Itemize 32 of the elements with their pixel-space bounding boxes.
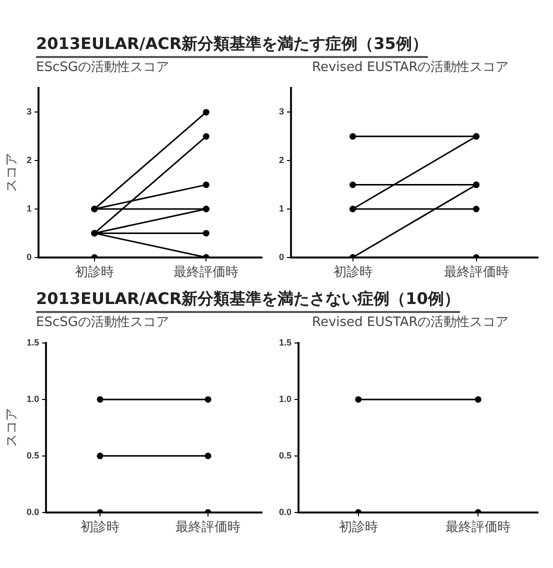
y-tick-label: 0.0 (26, 506, 40, 517)
y-tick-label: 3 (26, 106, 32, 117)
chart-title: 2013EULAR/ACR新分類基準を満たさない症例（10例） (36, 289, 460, 313)
chart-subtitle: Revised EUSTARの活動性スコア (311, 314, 510, 332)
y-tick-label: 2 (278, 155, 284, 166)
y-tick-label: 1.0 (26, 394, 40, 404)
chart-subtitle: EScSGの活動性スコア (35, 59, 170, 77)
x-tick-label: 最終評価時 (444, 264, 509, 279)
y-tick-label: 1.5 (278, 337, 292, 348)
y-tick-label: 1 (278, 203, 284, 214)
y-tick-label: 1 (26, 203, 32, 214)
y-tick-label: 1.5 (26, 337, 40, 348)
y-tick-label: 0.5 (26, 450, 40, 460)
y-tick-label: 0 (278, 252, 284, 262)
chart-subtitle: EScSGの活動性スコア (35, 314, 170, 332)
y-tick-label: 0.5 (278, 450, 292, 460)
x-tick-label: 最終評価時 (446, 518, 511, 534)
x-tick-label: 初診時 (80, 518, 120, 534)
y-axis-title: スコア (3, 408, 18, 448)
y-axis-title: スコア (3, 153, 18, 192)
x-tick-label: 初診時 (74, 264, 114, 279)
chart-title: 2013EULAR/ACR新分類基準を満たす症例（35例） (36, 34, 428, 58)
x-tick-label: 最終評価時 (176, 518, 241, 534)
y-tick-label: 0.0 (278, 506, 292, 517)
y-tick-label: 3 (278, 106, 284, 117)
x-tick-label: 最終評価時 (174, 264, 239, 279)
y-tick-label: 0 (26, 252, 32, 262)
x-tick-label: 初診時 (333, 264, 372, 279)
x-tick-label: 初診時 (338, 518, 378, 534)
y-tick-label: 2 (26, 155, 32, 166)
chart-subtitle: Revised EUSTARの活動性スコア (311, 59, 510, 77)
y-tick-label: 1.0 (278, 394, 292, 404)
